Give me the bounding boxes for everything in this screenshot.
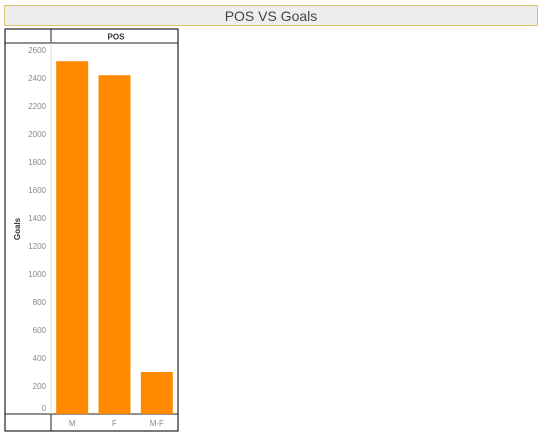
y-tick-label: 2400 bbox=[28, 74, 46, 83]
y-tick-label: 1800 bbox=[28, 158, 46, 167]
y-tick-label: 1200 bbox=[28, 242, 46, 251]
x-tick-label: M-F bbox=[150, 419, 164, 428]
column-header: POS bbox=[108, 33, 126, 42]
y-tick-label: 2200 bbox=[28, 102, 46, 111]
y-axis-title: Goals bbox=[13, 217, 22, 240]
x-tick-label: F bbox=[112, 419, 117, 428]
y-axis-ticks: 0 200 400 600 800 1000 1200 1400 1600 1800 2000 220… bbox=[28, 46, 46, 413]
chart-border bbox=[4, 28, 179, 432]
chart-title: POS VS Goals bbox=[4, 5, 538, 26]
bar-f[interactable] bbox=[98, 75, 131, 414]
y-tick-label: 0 bbox=[42, 404, 47, 413]
y-tick-label: 200 bbox=[33, 382, 47, 391]
chart-frame: POS Goals bbox=[4, 28, 179, 432]
bar-m-f[interactable] bbox=[140, 372, 173, 414]
y-tick-label: 1400 bbox=[28, 214, 46, 223]
y-tick-label: 400 bbox=[33, 354, 47, 363]
y-tick-label: 2000 bbox=[28, 130, 46, 139]
y-tick-label: 800 bbox=[33, 298, 47, 307]
bars-group bbox=[56, 61, 173, 414]
y-tick-label: 2600 bbox=[28, 46, 46, 55]
y-tick-label: 1000 bbox=[28, 270, 46, 279]
y-tick-label: 600 bbox=[33, 326, 47, 335]
x-tick-label: M bbox=[69, 419, 76, 428]
x-axis-labels: M F M-F bbox=[69, 419, 164, 428]
y-tick-label: 1600 bbox=[28, 186, 46, 195]
bar-m[interactable] bbox=[56, 61, 89, 414]
